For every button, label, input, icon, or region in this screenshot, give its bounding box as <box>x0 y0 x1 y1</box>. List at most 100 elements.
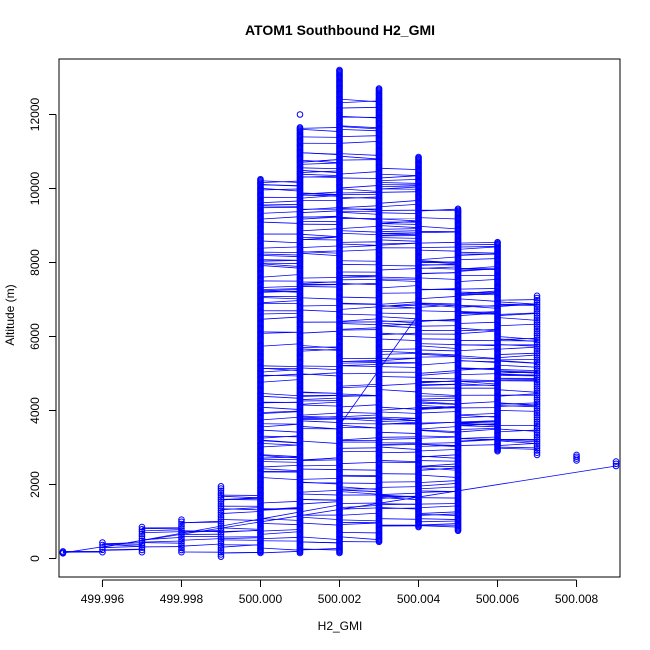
connecting-line <box>339 135 380 137</box>
connecting-line <box>378 417 419 422</box>
connecting-line <box>418 505 459 509</box>
data-point <box>533 380 541 388</box>
data-point <box>217 494 225 501</box>
y-tick-label: 0 <box>28 555 42 562</box>
connecting-line <box>418 249 459 252</box>
connecting-line <box>458 436 498 439</box>
data-point <box>217 533 225 541</box>
connecting-line <box>418 401 459 405</box>
connecting-line <box>339 128 380 132</box>
connecting-line <box>418 482 459 487</box>
connecting-line <box>299 127 340 129</box>
connecting-line <box>497 301 538 305</box>
connecting-line <box>339 437 380 441</box>
connecting-line <box>378 279 419 282</box>
connecting-line <box>260 251 300 254</box>
data-point <box>612 458 620 465</box>
data-point <box>533 312 541 319</box>
connecting-line <box>497 312 538 315</box>
connecting-line <box>378 239 419 242</box>
connecting-line <box>339 519 380 522</box>
data-point <box>533 367 541 375</box>
connecting-line <box>260 374 301 377</box>
data-point <box>217 551 225 558</box>
connecting-line <box>299 191 340 195</box>
connecting-line <box>378 285 419 289</box>
data-point <box>533 327 541 335</box>
data-point <box>178 535 185 543</box>
connecting-line <box>378 446 419 450</box>
data-point <box>217 498 225 506</box>
data-point <box>533 307 541 315</box>
connecting-line <box>458 415 498 419</box>
data-point <box>533 314 541 322</box>
data-point <box>296 124 304 131</box>
connecting-line <box>418 304 459 308</box>
connecting-lines <box>62 98 617 554</box>
data-point <box>217 505 225 512</box>
data-point <box>533 414 541 421</box>
data-point <box>533 444 541 452</box>
data-point <box>612 460 620 468</box>
connecting-line <box>418 318 459 322</box>
connecting-line <box>299 395 340 397</box>
data-point <box>217 489 225 497</box>
connecting-line <box>339 489 380 493</box>
data-point <box>99 541 106 549</box>
data-point <box>178 531 185 539</box>
connecting-line <box>260 395 301 399</box>
data-point <box>138 548 146 556</box>
connecting-line <box>378 443 419 446</box>
connecting-line <box>497 402 538 406</box>
data-point <box>533 292 541 300</box>
connecting-line <box>339 323 380 326</box>
data-point <box>533 440 541 448</box>
connecting-line <box>260 468 301 472</box>
connecting-line <box>299 215 340 218</box>
connecting-line <box>299 167 340 170</box>
connecting-line <box>418 392 459 397</box>
connecting-line <box>497 370 538 373</box>
data-point <box>533 338 541 346</box>
connecting-line <box>260 300 301 304</box>
connecting-line <box>458 427 498 430</box>
connecting-line <box>418 520 459 523</box>
connecting-line <box>497 303 538 306</box>
y-tick-label: 8000 <box>28 249 42 276</box>
connecting-line <box>418 460 459 462</box>
connecting-line <box>299 459 340 462</box>
connecting-line <box>378 230 419 233</box>
connecting-line <box>457 439 498 443</box>
data-point <box>217 513 225 521</box>
data-point <box>533 301 541 308</box>
data-point <box>533 409 541 417</box>
connecting-line <box>299 425 340 430</box>
connecting-line <box>378 237 419 239</box>
data-point <box>217 542 225 549</box>
connecting-line <box>497 440 538 445</box>
y-axis-label: Altitude (m) <box>3 284 17 345</box>
connecting-line <box>458 311 498 314</box>
connecting-line <box>458 425 498 428</box>
data-point <box>178 542 185 549</box>
connecting-line <box>418 467 459 471</box>
connecting-line <box>299 522 340 526</box>
data-point <box>138 535 146 542</box>
connecting-line <box>339 329 380 331</box>
connecting-line <box>260 464 301 468</box>
connecting-line <box>339 302 380 305</box>
connecting-line <box>260 221 301 224</box>
connecting-line <box>260 435 300 438</box>
connecting-line <box>458 421 498 424</box>
connecting-line <box>457 355 498 359</box>
connecting-line <box>458 373 498 376</box>
data-point <box>138 523 146 531</box>
connecting-line <box>497 404 538 407</box>
connecting-line <box>260 285 301 288</box>
connecting-line <box>378 497 419 501</box>
connecting-line <box>260 263 301 267</box>
connecting-line <box>339 230 380 233</box>
data-point <box>99 544 106 551</box>
connecting-line <box>339 383 380 387</box>
connecting-line <box>378 312 419 315</box>
